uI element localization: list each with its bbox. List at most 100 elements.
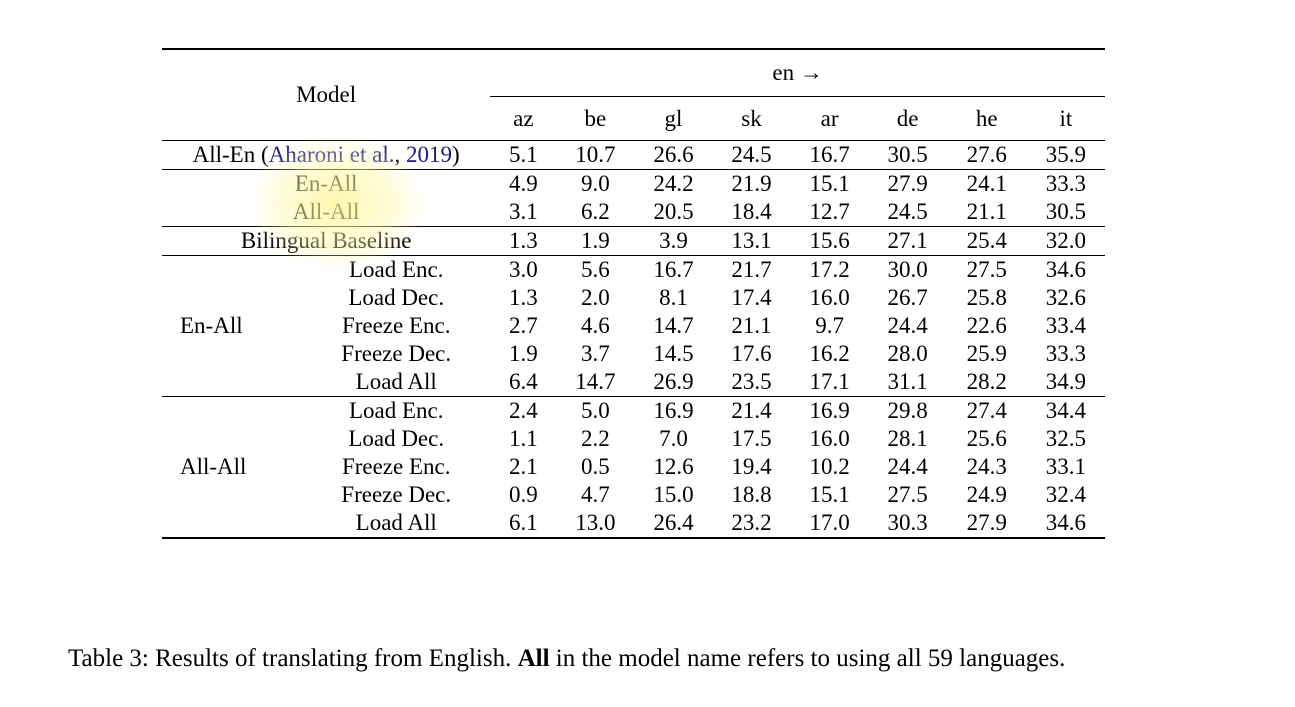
value-cell: 4.7 [581, 482, 610, 507]
value-cell: 17.6 [731, 341, 772, 366]
value-cell: 10.7 [575, 142, 616, 167]
value-cell: 1.1 [508, 426, 538, 451]
value-cell: 14.7 [575, 369, 616, 394]
value-cell: 7.0 [659, 426, 688, 451]
value-cell: 2.7 [508, 313, 538, 338]
lang-header-az: az [513, 105, 534, 131]
value-cell: 30.5 [1045, 199, 1086, 224]
group-label-group-all-all: All-All [180, 454, 247, 479]
value-cell: 4.9 [508, 171, 538, 196]
value-cell: 30.0 [887, 257, 928, 282]
value-cell: 17.0 [809, 510, 850, 535]
variant-label: Load All [355, 510, 437, 535]
value-cell: 15.0 [653, 482, 694, 507]
value-cell: 17.2 [809, 257, 850, 282]
citation-year-link[interactable]: 2019 [405, 142, 452, 167]
caption-prefix: Table 3: Results of translating from Eng… [68, 645, 518, 672]
value-cell: 27.9 [966, 510, 1007, 535]
value-cell: 21.9 [731, 171, 772, 196]
value-cell: 21.7 [731, 257, 772, 282]
value-cell: 0.9 [508, 482, 538, 507]
value-cell: 8.1 [659, 285, 688, 310]
value-cell: 24.4 [887, 454, 928, 479]
row-group-all-all-freeze-dec: Freeze Dec. 0.9 4.7 15.0 18.8 15.1 27.5 24.9 32.… [162, 481, 1105, 509]
variant-label: Freeze Dec. [341, 482, 452, 507]
value-cell: 2.0 [581, 285, 610, 310]
value-cell: 2.4 [508, 398, 538, 423]
value-cell: 26.7 [887, 285, 928, 310]
value-cell: 15.1 [809, 482, 850, 507]
value-cell: 27.5 [887, 482, 928, 507]
row-group-all-all-load-enc: All-All Load Enc. 2.4 5.0 16.9 21.4 16.9 29.8 27… [162, 396, 1105, 479]
header-row-languages: az be gl sk ar de he it [162, 97, 1105, 141]
results-table-body: Model en → az be gl sk ar de he it All-En (Ahar… [162, 49, 1105, 538]
value-cell: 29.8 [887, 398, 928, 423]
value-cell: 24.2 [653, 171, 694, 196]
value-cell: 32.5 [1045, 426, 1086, 451]
value-cell: 3.1 [508, 199, 538, 224]
row-all-en: All-En (Aharoni et al., 2019) 5.1 10.7 26.6… [162, 140, 1105, 170]
lang-header-he: he [975, 105, 998, 131]
value-cell: 16.7 [653, 257, 694, 282]
variant-label: Load Enc. [348, 398, 444, 423]
results-table-figure: Model en → az be gl sk ar de he it All-En (Ahar… [162, 48, 1105, 539]
value-cell: 32.0 [1045, 228, 1086, 253]
lang-header-ar: ar [820, 105, 839, 131]
variant-label: Freeze Dec. [341, 341, 452, 366]
value-cell: 6.4 [508, 369, 538, 394]
value-cell: 2.2 [581, 426, 610, 451]
value-cell: 16.2 [809, 341, 850, 366]
value-cell: 24.3 [966, 454, 1007, 479]
value-cell: 28.1 [887, 426, 928, 451]
row-group-all-all-freeze-enc: Freeze Enc. 2.1 0.5 12.6 19.4 10.2 24.4 24.3 33.… [162, 453, 1105, 481]
value-cell: 32.6 [1045, 285, 1086, 310]
value-cell: 1.3 [508, 285, 538, 310]
lang-header-be: be [584, 105, 607, 131]
value-cell: 19.4 [731, 454, 772, 479]
value-cell: 2.1 [508, 454, 538, 479]
direction-header: en → [490, 49, 1105, 97]
value-cell: 23.2 [731, 510, 772, 535]
value-cell: 9.0 [581, 171, 610, 196]
value-cell: 16.7 [809, 142, 850, 167]
variant-label: Load Dec. [348, 426, 445, 451]
value-cell: 24.5 [887, 199, 928, 224]
lang-header-sk: sk [741, 105, 762, 131]
caption-suffix: in the model name refers to using all 59… [549, 645, 1066, 672]
value-cell: 32.4 [1045, 482, 1086, 507]
value-cell: 14.7 [653, 313, 694, 338]
table-caption: Table 3: Results of translating from Eng… [68, 644, 1248, 674]
value-cell: 30.5 [887, 142, 928, 167]
value-cell: 1.9 [508, 341, 538, 366]
value-cell: 25.4 [966, 228, 1007, 253]
row-group-en-all-freeze-dec: Freeze Dec. 1.9 3.7 14.5 17.6 16.2 28.0 25.9 33.… [162, 340, 1105, 368]
value-cell: 16.0 [809, 285, 850, 310]
value-cell: 5.0 [581, 398, 610, 423]
citation-authors-link[interactable]: Aharoni et al. [268, 142, 395, 167]
value-cell: 27.4 [966, 398, 1007, 423]
value-cell: 10.2 [809, 454, 850, 479]
value-cell: 28.0 [887, 341, 928, 366]
value-cell: 26.6 [653, 142, 694, 167]
variant-label: Freeze Enc. [341, 454, 451, 479]
row-group-en-all-freeze-enc: Freeze Enc. 2.7 4.6 14.7 21.1 9.7 24.4 22.6 33.4 [162, 312, 1105, 340]
citation-close: ) [451, 142, 460, 167]
value-cell: 25.9 [966, 341, 1007, 366]
row-all-all: All-All 3.1 6.2 20.5 18.4 12.7 24.5 21.1 30.5 [162, 198, 1105, 227]
value-cell: 3.0 [508, 257, 538, 282]
value-cell: 6.1 [508, 510, 538, 535]
value-cell: 21.1 [731, 313, 772, 338]
value-cell: 1.3 [508, 228, 538, 253]
value-cell: 25.8 [966, 285, 1007, 310]
value-cell: 33.4 [1045, 313, 1086, 338]
value-cell: 33.3 [1045, 171, 1086, 196]
value-cell: 12.6 [653, 454, 694, 479]
row-group-en-all-load-all: Load All 6.4 14.7 26.9 23.5 17.1 31.1 28.2 34.9 [162, 368, 1105, 397]
value-cell: 12.7 [809, 199, 850, 224]
value-cell: 15.6 [809, 228, 850, 253]
value-cell: 16.9 [653, 398, 694, 423]
value-cell: 33.3 [1045, 341, 1086, 366]
value-cell: 15.1 [809, 171, 850, 196]
value-cell: 27.9 [887, 171, 928, 196]
variant-label: Load Enc. [348, 257, 444, 282]
